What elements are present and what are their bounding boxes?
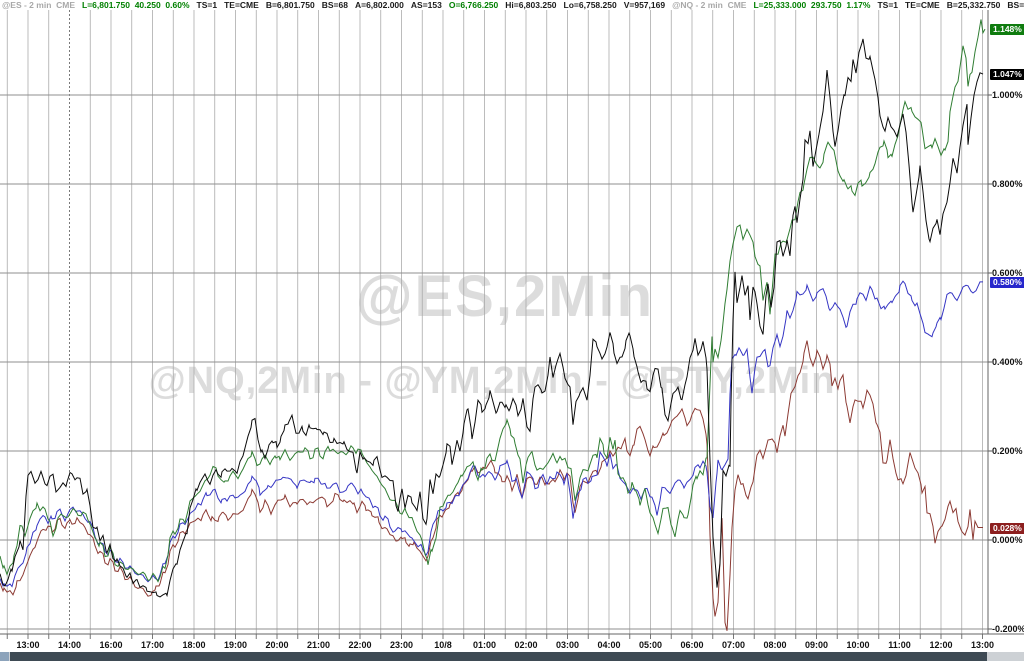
time-axis-label: 13:00 (970, 640, 995, 650)
time-axis-label: 04:00 (597, 640, 621, 650)
time-axis-label: 21:00 (306, 640, 331, 650)
quote-field: B=6,801.750 (265, 0, 315, 10)
series-line-nq2min (0, 19, 986, 583)
time-axis-label: 14:00 (57, 640, 82, 650)
percent-axis-label: 0.800% (992, 179, 1023, 189)
last-price-badge: 0.580% (990, 276, 1024, 288)
time-axis-label: 11:00 (888, 640, 911, 650)
scrollbar-left-cap[interactable] (0, 652, 9, 661)
time-axis-label: 09:00 (804, 640, 829, 650)
last-price-badge: 1.148% (990, 24, 1024, 36)
quote-header: @ES - 2 min CME L=6,801.750 40.250 0.60% T… (2, 0, 1024, 11)
last-price-badge: 1.047% (990, 69, 1024, 81)
series-line-es2min (0, 280, 983, 588)
quote-field: B=25,332.750 (946, 0, 1001, 10)
watermark-main-symbol: @ES,2Min (355, 264, 655, 329)
time-axis-label: 02:00 (514, 640, 538, 650)
time-axis-label: 07:00 (721, 640, 746, 650)
percent-axis-label: 0.600% (992, 268, 1023, 278)
quote-field: TE=CME (224, 0, 259, 10)
quote-field: TS=1 (196, 0, 218, 10)
series-line-rty2min (0, 340, 983, 631)
quote-field: Hi=6,803.250 (505, 0, 557, 10)
time-axis-label: 18:00 (182, 640, 206, 650)
time-axis-label: 22:00 (348, 640, 372, 650)
time-axis-label: 05:00 (638, 640, 663, 650)
time-axis-label: 23:00 (389, 640, 414, 650)
quote-field: AS=153 (410, 0, 442, 10)
time-axis-label: 16:00 (99, 640, 123, 650)
time-axis-label: 17:00 (140, 640, 165, 650)
horizontal-scrollbar[interactable] (0, 652, 1024, 661)
percent-axis-label: 0.400% (992, 357, 1023, 367)
time-axis-label: 12:00 (929, 640, 953, 650)
quote-field: TE=CME (905, 0, 940, 10)
last-price-badge: 0.028% (990, 522, 1024, 534)
time-axis-label: 20:00 (265, 640, 289, 650)
time-axis-label: 01:00 (472, 640, 497, 650)
time-axis-label: 03:00 (555, 640, 580, 650)
quote-field: L=25,333.000 293.750 1.17% (753, 0, 871, 10)
time-axis-label: 19:00 (223, 640, 248, 650)
percent-axis-label: 0.000% (992, 535, 1023, 545)
quote-field: BS=68 (321, 0, 348, 10)
percent-axis-label: 1.000% (992, 90, 1023, 100)
quote-field: @NQ - 2 min CME (672, 0, 747, 10)
percent-axis-label: 0.200% (992, 446, 1023, 456)
quote-field: TS=1 (877, 0, 899, 10)
quote-field: O=6,766.250 (448, 0, 499, 10)
time-axis-label: 13:00 (16, 640, 40, 650)
quote-field: A=6,802.000 (354, 0, 404, 10)
time-axis-label: 06:00 (680, 640, 704, 650)
quote-field: BS=7 (1007, 0, 1024, 10)
series-line-ym2min (0, 38, 984, 598)
percent-axis-label: -0.200% (992, 624, 1024, 634)
quote-field: L=6,801.750 40.250 0.60% (82, 0, 190, 10)
time-axis-label: 10:00 (846, 640, 870, 650)
scrollbar-thumb[interactable] (10, 652, 987, 661)
quote-field: Lo=6,758.250 (563, 0, 617, 10)
quote-field: V=957,169 (623, 0, 666, 10)
quote-field: @ES - 2 min CME (2, 0, 75, 10)
time-axis-label: 10/8 (434, 640, 452, 650)
time-axis-label: 08:00 (763, 640, 787, 650)
